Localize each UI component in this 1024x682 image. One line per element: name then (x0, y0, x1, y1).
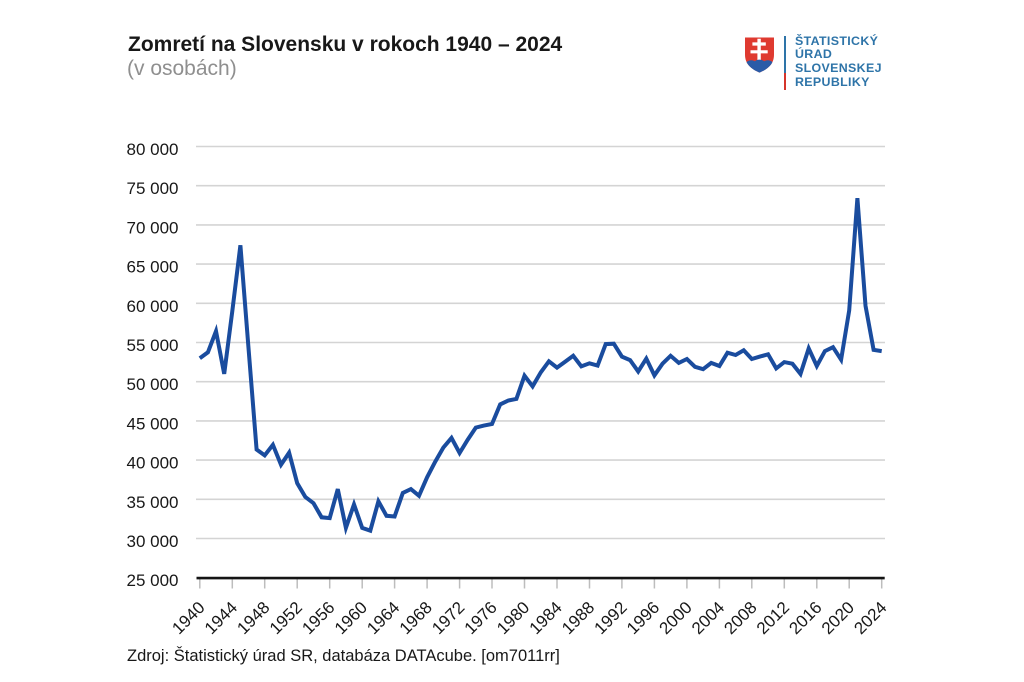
svg-text:1980: 1980 (493, 598, 533, 638)
svg-text:80 000: 80 000 (127, 140, 179, 159)
svg-text:75 000: 75 000 (127, 179, 179, 198)
svg-text:2012: 2012 (753, 598, 793, 638)
svg-text:1984: 1984 (526, 598, 566, 638)
svg-text:1976: 1976 (461, 598, 501, 638)
svg-text:2000: 2000 (656, 598, 696, 638)
svg-text:2024: 2024 (850, 598, 890, 638)
svg-text:1972: 1972 (428, 598, 468, 638)
svg-text:1988: 1988 (558, 598, 598, 638)
svg-text:30 000: 30 000 (127, 532, 179, 551)
svg-text:1964: 1964 (363, 598, 403, 638)
svg-text:1992: 1992 (591, 598, 631, 638)
svg-text:45 000: 45 000 (127, 414, 179, 433)
svg-text:60 000: 60 000 (127, 297, 179, 316)
svg-text:25 000: 25 000 (127, 571, 179, 590)
svg-text:65 000: 65 000 (127, 258, 179, 277)
svg-text:35 000: 35 000 (127, 493, 179, 512)
svg-text:1968: 1968 (396, 598, 436, 638)
svg-text:40 000: 40 000 (127, 454, 179, 473)
svg-text:2020: 2020 (818, 598, 858, 638)
svg-text:55 000: 55 000 (127, 336, 179, 355)
svg-text:70 000: 70 000 (127, 218, 179, 237)
svg-text:1956: 1956 (298, 598, 338, 638)
svg-text:1952: 1952 (266, 598, 306, 638)
svg-text:2016: 2016 (785, 598, 825, 638)
svg-text:50 000: 50 000 (127, 375, 179, 394)
svg-text:1944: 1944 (201, 598, 241, 638)
svg-text:2004: 2004 (688, 598, 728, 638)
svg-text:1996: 1996 (623, 598, 663, 638)
svg-text:2008: 2008 (720, 598, 760, 638)
svg-text:1940: 1940 (168, 598, 208, 638)
svg-text:1948: 1948 (233, 598, 273, 638)
svg-text:1960: 1960 (331, 598, 371, 638)
